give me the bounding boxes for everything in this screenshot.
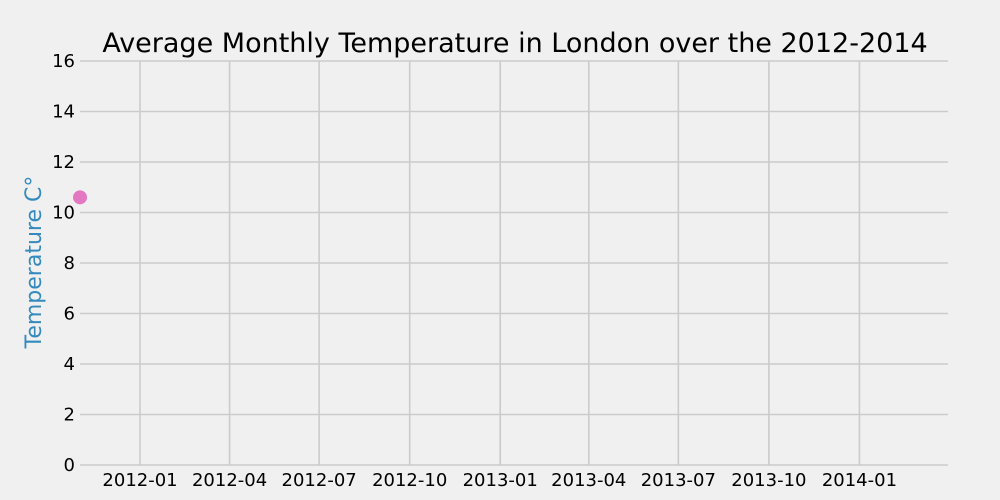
y-tick-label: 8 <box>64 253 75 274</box>
data-points <box>73 190 87 205</box>
y-tick-label: 2 <box>64 405 75 426</box>
x-tick-label: 2013-01 <box>463 470 538 491</box>
x-tick-label: 2012-10 <box>372 470 447 491</box>
x-tick-label: 2013-04 <box>551 470 626 491</box>
y-axis-title: Temperature C° <box>22 176 47 350</box>
x-tick-label: 2012-07 <box>282 470 357 491</box>
grid <box>80 60 948 466</box>
x-tick-label: 2012-04 <box>192 470 267 491</box>
x-tick-label: 2014-01 <box>822 470 897 491</box>
y-tick-label: 0 <box>64 455 75 476</box>
x-tick-label: 2013-10 <box>731 470 806 491</box>
x-axis-ticks: 2012-01 2012-04 2012-07 2012-10 2013-01 2013-… <box>102 470 897 491</box>
y-tick-label: 16 <box>52 51 75 72</box>
y-tick-label: 14 <box>52 102 75 123</box>
x-tick-label: 2013-07 <box>641 470 716 491</box>
y-axis-ticks: 0 2 4 6 8 10 12 14 16 <box>52 51 75 476</box>
y-tick-label: 12 <box>52 152 75 173</box>
data-point <box>73 190 87 205</box>
y-tick-label: 4 <box>64 354 75 375</box>
chart-title: Average Monthly Temperature in London ov… <box>102 28 927 59</box>
y-tick-label: 6 <box>64 304 75 325</box>
y-tick-label: 10 <box>52 203 75 224</box>
x-tick-label: 2012-01 <box>102 470 177 491</box>
